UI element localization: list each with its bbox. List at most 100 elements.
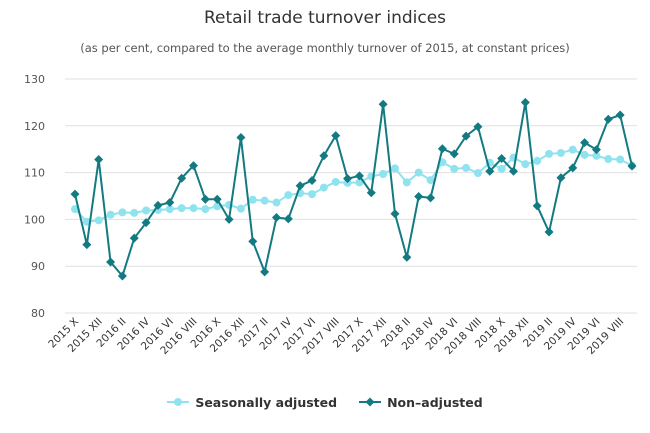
series-seasonally-adjusted	[71, 145, 636, 226]
data-point[interactable]	[366, 188, 376, 198]
data-point[interactable]	[177, 204, 186, 213]
legend-item-non-adjusted[interactable]: Non–adjusted	[359, 395, 483, 410]
data-point[interactable]	[319, 183, 328, 192]
data-point[interactable]	[532, 201, 542, 211]
data-point[interactable]	[165, 205, 174, 214]
data-point[interactable]	[319, 151, 329, 161]
data-point[interactable]	[71, 205, 79, 214]
data-point[interactable]	[462, 163, 471, 172]
data-point[interactable]	[295, 181, 305, 191]
data-point[interactable]	[568, 163, 578, 173]
data-point[interactable]	[580, 150, 589, 159]
data-point[interactable]	[260, 267, 270, 277]
data-point[interactable]	[165, 198, 175, 208]
data-point[interactable]	[497, 164, 506, 173]
data-point[interactable]	[106, 257, 116, 267]
y-tick-label: 80	[31, 307, 45, 320]
data-point[interactable]	[177, 173, 187, 183]
data-point[interactable]	[331, 131, 341, 141]
data-point[interactable]	[568, 145, 577, 154]
data-point[interactable]	[378, 99, 388, 109]
data-point[interactable]	[461, 131, 471, 141]
data-point[interactable]	[118, 208, 127, 217]
data-point[interactable]	[130, 208, 139, 217]
data-point[interactable]	[200, 194, 210, 204]
data-point[interactable]	[201, 205, 210, 214]
data-point[interactable]	[82, 240, 92, 250]
data-point[interactable]	[603, 114, 613, 124]
data-point[interactable]	[402, 252, 412, 262]
data-point[interactable]	[260, 196, 269, 205]
data-point[interactable]	[331, 177, 340, 186]
data-point[interactable]	[94, 154, 104, 164]
series-layer	[70, 97, 637, 281]
data-point[interactable]	[426, 176, 435, 185]
data-point[interactable]	[544, 227, 554, 237]
y-tick-label: 100	[24, 213, 45, 226]
data-point[interactable]	[556, 173, 566, 183]
data-point[interactable]	[450, 164, 459, 173]
data-point[interactable]	[70, 189, 80, 199]
data-point[interactable]	[272, 198, 281, 207]
data-point[interactable]	[343, 174, 353, 184]
series-line	[74, 101, 633, 278]
data-point[interactable]	[379, 170, 388, 179]
data-point[interactable]	[271, 213, 281, 223]
legend-diamond-marker-icon	[359, 397, 382, 407]
data-point[interactable]	[117, 271, 127, 281]
data-point[interactable]	[354, 171, 364, 181]
data-point[interactable]	[390, 164, 399, 173]
data-point[interactable]	[224, 214, 234, 224]
data-point[interactable]	[592, 151, 601, 160]
data-point[interactable]	[106, 210, 115, 219]
data-point[interactable]	[508, 166, 518, 176]
data-point[interactable]	[473, 169, 482, 178]
data-point[interactable]	[283, 214, 293, 224]
data-point[interactable]	[545, 149, 554, 158]
data-point[interactable]	[521, 160, 530, 169]
data-point[interactable]	[591, 145, 601, 155]
data-point[interactable]	[497, 154, 507, 164]
data-point[interactable]	[437, 144, 447, 154]
data-point[interactable]	[473, 122, 483, 132]
data-point[interactable]	[308, 190, 317, 199]
data-point[interactable]	[426, 193, 436, 203]
data-point[interactable]	[94, 216, 103, 225]
data-point[interactable]	[390, 209, 400, 219]
chart-subtitle: (as per cent, compared to the average mo…	[80, 41, 570, 55]
data-point[interactable]	[616, 155, 625, 164]
data-point[interactable]	[236, 133, 246, 142]
data-point[interactable]	[449, 149, 459, 159]
data-point[interactable]	[520, 97, 530, 107]
data-point[interactable]	[414, 191, 424, 201]
data-point[interactable]	[533, 156, 542, 165]
data-point[interactable]	[556, 148, 565, 157]
data-point[interactable]	[248, 195, 257, 204]
data-point[interactable]	[142, 206, 151, 215]
data-point[interactable]	[129, 233, 139, 243]
data-point[interactable]	[615, 110, 625, 120]
legend: Seasonally adjusted Non–adjusted	[0, 392, 650, 412]
legend-item-seasonally-adjusted[interactable]: Seasonally adjusted	[167, 395, 337, 410]
data-point[interactable]	[307, 176, 317, 186]
data-point[interactable]	[212, 194, 222, 204]
data-point[interactable]	[189, 204, 198, 213]
data-point[interactable]	[153, 200, 163, 210]
series-non-adjusted	[70, 97, 637, 281]
y-tick-label: 90	[31, 260, 45, 273]
data-point[interactable]	[627, 161, 637, 171]
data-point[interactable]	[402, 178, 411, 187]
data-point[interactable]	[236, 204, 245, 213]
data-point[interactable]	[189, 161, 199, 171]
legend-circle-marker-icon	[167, 398, 190, 406]
data-point[interactable]	[248, 236, 258, 246]
data-point[interactable]	[141, 218, 151, 228]
grid-lines	[65, 78, 637, 314]
data-point[interactable]	[580, 138, 590, 148]
y-axis: 80 90 100 110 120 130	[24, 73, 45, 320]
legend-label-seasonally-adjusted: Seasonally adjusted	[195, 394, 338, 410]
data-point[interactable]	[604, 155, 613, 164]
data-point[interactable]	[284, 191, 293, 200]
data-point[interactable]	[485, 166, 495, 176]
data-point[interactable]	[414, 168, 423, 177]
